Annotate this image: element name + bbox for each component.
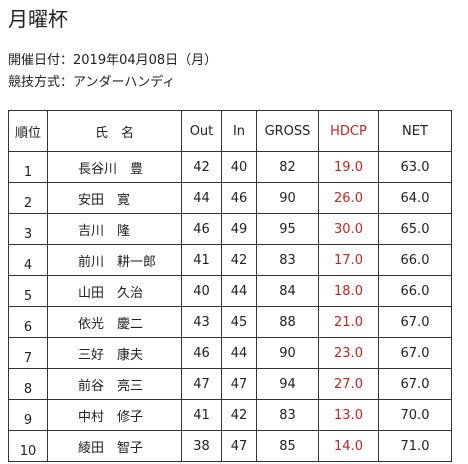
cell-in: 45	[221, 306, 257, 338]
cell-player-name: 依光 慶二	[47, 306, 182, 338]
cell-in: 47	[221, 430, 257, 462]
competition-method: 競技方式：アンダーハンディ	[8, 75, 176, 90]
cell-hdcp: 13.0	[318, 399, 379, 431]
cell-in: 49	[221, 213, 257, 245]
cell-rank: 7	[8, 337, 48, 369]
page-title: 月曜杯	[8, 7, 68, 31]
table-header-row: 順位 氏 名 Out In GROSS HDCP NET	[8, 110, 452, 152]
cell-rank: 1	[8, 151, 48, 183]
cell-net: 67.0	[378, 368, 452, 400]
header-out: Out	[181, 110, 222, 152]
cell-net: 66.0	[378, 275, 452, 307]
cell-player-name: 中村 修子	[47, 399, 182, 431]
cell-out: 42	[181, 151, 222, 183]
cell-rank: 9	[8, 399, 48, 431]
cell-hdcp: 21.0	[318, 306, 379, 338]
table-row: 5 山田 久治 40 44 84 18.0 66.0	[8, 275, 452, 307]
cell-rank: 10	[8, 430, 48, 462]
cell-player-name: 三好 康夫	[47, 337, 182, 369]
cell-player-name: 安田 寛	[47, 182, 182, 214]
cell-hdcp: 19.0	[318, 151, 379, 183]
cell-player-name: 長谷川 豊	[47, 151, 182, 183]
cell-in: 42	[221, 399, 257, 431]
event-date: 開催日付：2019年04月08日（月）	[8, 53, 218, 68]
cell-net: 65.0	[378, 213, 452, 245]
cell-gross: 90	[256, 337, 319, 369]
cell-out: 44	[181, 182, 222, 214]
cell-in: 42	[221, 244, 257, 276]
cell-hdcp: 18.0	[318, 275, 379, 307]
cell-gross: 90	[256, 182, 319, 214]
cell-out: 46	[181, 337, 222, 369]
cell-hdcp: 23.0	[318, 337, 379, 369]
cell-in: 46	[221, 182, 257, 214]
header-hdcp: HDCP	[318, 110, 379, 152]
cell-gross: 83	[256, 399, 319, 431]
cell-net: 66.0	[378, 244, 452, 276]
cell-player-name: 前川 耕一郎	[47, 244, 182, 276]
header-name: 氏 名	[47, 110, 182, 152]
cell-net: 63.0	[378, 151, 452, 183]
cell-net: 70.0	[378, 399, 452, 431]
table-row: 1 長谷川 豊 42 40 82 19.0 63.0	[8, 151, 452, 183]
cell-rank: 2	[8, 182, 48, 214]
results-body: 1 長谷川 豊 42 40 82 19.0 63.0 2 安田 寛 44 46 90 26.0 64.0 3…	[8, 151, 452, 462]
cell-net: 67.0	[378, 337, 452, 369]
cell-out: 47	[181, 368, 222, 400]
cell-player-name: 前谷 亮三	[47, 368, 182, 400]
cell-gross: 88	[256, 306, 319, 338]
cell-out: 41	[181, 399, 222, 431]
cell-hdcp: 26.0	[318, 182, 379, 214]
cell-hdcp: 30.0	[318, 213, 379, 245]
header-rank: 順位	[8, 110, 48, 152]
cell-gross: 83	[256, 244, 319, 276]
table-row: 8 前谷 亮三 47 47 94 27.0 67.0	[8, 368, 452, 400]
cell-hdcp: 27.0	[318, 368, 379, 400]
cell-in: 47	[221, 368, 257, 400]
table-row: 10 綾田 智子 38 47 85 14.0 71.0	[8, 430, 452, 462]
table-row: 2 安田 寛 44 46 90 26.0 64.0	[8, 182, 452, 214]
table-row: 7 三好 康夫 46 44 90 23.0 67.0	[8, 337, 452, 369]
cell-gross: 95	[256, 213, 319, 245]
header-net: NET	[378, 110, 452, 152]
cell-player-name: 吉川 隆	[47, 213, 182, 245]
header-gross: GROSS	[256, 110, 319, 152]
cell-rank: 5	[8, 275, 48, 307]
cell-hdcp: 14.0	[318, 430, 379, 462]
cell-rank: 8	[8, 368, 48, 400]
table-row: 4 前川 耕一郎 41 42 83 17.0 66.0	[8, 244, 452, 276]
cell-out: 46	[181, 213, 222, 245]
table-row: 3 吉川 隆 46 49 95 30.0 65.0	[8, 213, 452, 245]
table-row: 9 中村 修子 41 42 83 13.0 70.0	[8, 399, 452, 431]
cell-out: 38	[181, 430, 222, 462]
cell-in: 40	[221, 151, 257, 183]
cell-out: 40	[181, 275, 222, 307]
table-row: 6 依光 慶二 43 45 88 21.0 67.0	[8, 306, 452, 338]
cell-player-name: 綾田 智子	[47, 430, 182, 462]
cell-out: 43	[181, 306, 222, 338]
cell-rank: 6	[8, 306, 48, 338]
cell-in: 44	[221, 337, 257, 369]
cell-gross: 85	[256, 430, 319, 462]
cell-net: 64.0	[378, 182, 452, 214]
cell-player-name: 山田 久治	[47, 275, 182, 307]
cell-out: 41	[181, 244, 222, 276]
cell-in: 44	[221, 275, 257, 307]
cell-rank: 3	[8, 213, 48, 245]
cell-rank: 4	[8, 244, 48, 276]
cell-gross: 82	[256, 151, 319, 183]
cell-hdcp: 17.0	[318, 244, 379, 276]
cell-gross: 94	[256, 368, 319, 400]
cell-net: 71.0	[378, 430, 452, 462]
cell-net: 67.0	[378, 306, 452, 338]
cell-gross: 84	[256, 275, 319, 307]
results-table: 順位 氏 名 Out In GROSS HDCP NET 1 長谷川 豊 42 40 8…	[8, 110, 452, 462]
header-in: In	[221, 110, 257, 152]
